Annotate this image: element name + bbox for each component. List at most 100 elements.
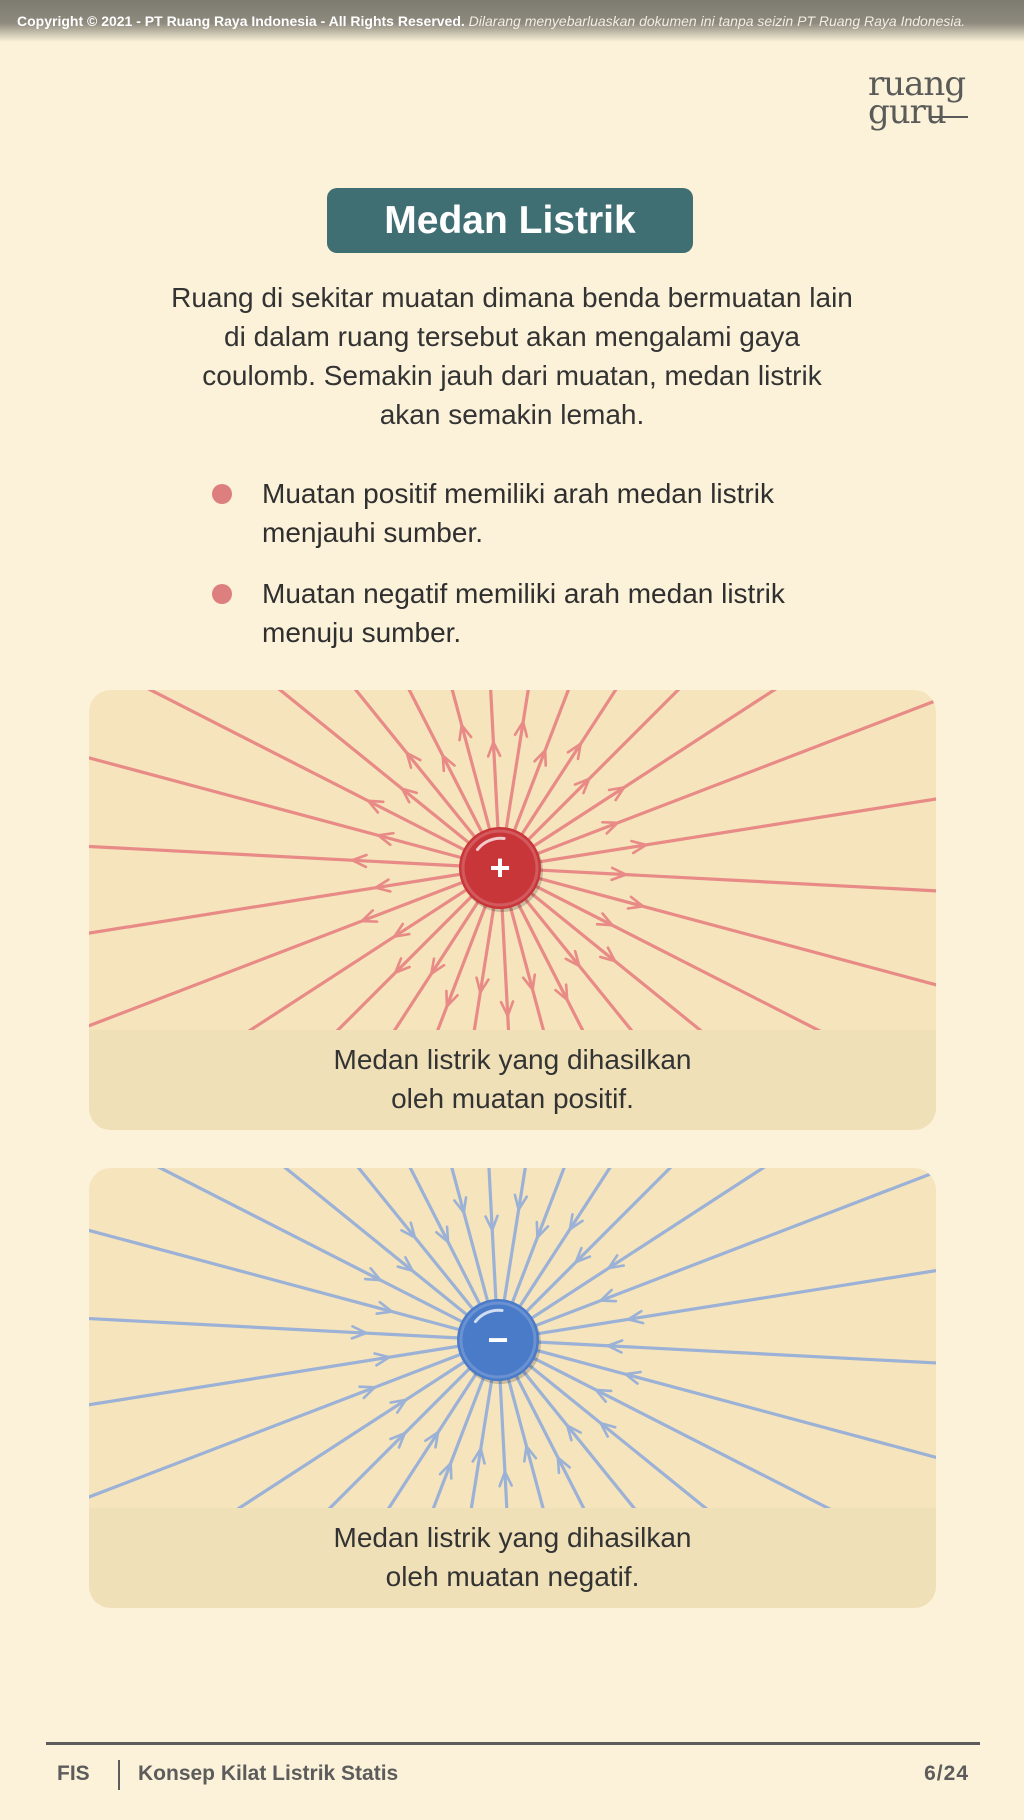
field-arrow-icon: [564, 949, 581, 968]
field-line: [89, 756, 501, 870]
field-line: [89, 1316, 499, 1342]
field-arrow-icon: [366, 799, 385, 814]
field-line: [397, 867, 502, 1130]
field-line: [497, 1170, 936, 1342]
field-line: [156, 1168, 499, 1342]
field-line: [496, 1168, 527, 1341]
field-line: [496, 1168, 673, 1342]
field-line: [497, 1338, 936, 1460]
bullet-text-negative: Muatan negatif memiliki arah medan listr…: [262, 578, 785, 648]
field-arrow-icon: [400, 787, 419, 804]
ruangguru-logo: ruang guru: [868, 67, 978, 129]
field-line: [89, 1338, 499, 1407]
field-line: [498, 867, 572, 1130]
field-line: [496, 1168, 566, 1341]
field-arrow-icon: [627, 1309, 645, 1325]
copyright-bar: Copyright © 2021 - PT Ruang Raya Indones…: [0, 0, 1024, 42]
field-line: [498, 866, 827, 1130]
copyright-warning: Dilarang menyebarluaskan dokumen ini tan…: [468, 13, 966, 29]
field-line: [497, 1168, 766, 1342]
field-line: [283, 1168, 500, 1342]
field-arrow-icon: [499, 1000, 515, 1018]
field-line: [450, 1168, 500, 1341]
positive-field-figure: + Medan listrik yang dihasilkan oleh mua…: [89, 690, 936, 1130]
field-line: [499, 698, 936, 870]
field-arrow-icon: [424, 1430, 440, 1449]
field-arrow-icon: [498, 1470, 513, 1488]
field-arrow-icon: [599, 1421, 617, 1438]
field-arrow-icon: [601, 820, 619, 835]
field-line: [499, 866, 936, 987]
field-arrow-icon: [607, 1254, 626, 1270]
field-arrow-icon: [484, 1214, 499, 1232]
field-line: [89, 844, 501, 870]
field-arrow-icon: [471, 1447, 486, 1465]
field-line: [453, 1339, 500, 1608]
field-line: [489, 690, 502, 869]
field-line: [496, 1339, 572, 1608]
field-line: [496, 1338, 832, 1608]
positive-charge-icon: +: [459, 827, 543, 912]
field-arrow-icon: [554, 983, 569, 1002]
field-line: [322, 1339, 500, 1608]
logo-line-1: ruang: [868, 64, 966, 104]
field-arrow-icon: [394, 957, 411, 974]
intro-paragraph: Ruang di sekitar muatan dimana benda ber…: [171, 282, 853, 430]
footer-subject: FIS: [57, 1762, 90, 1785]
field-arrow-icon: [610, 866, 628, 882]
positive-figure-caption: Medan listrik yang dihasilkan oleh muata…: [89, 1030, 936, 1130]
field-line: [498, 866, 715, 1130]
field-line: [499, 866, 936, 893]
field-line: [498, 867, 516, 1130]
field-arrow-icon: [396, 1256, 414, 1273]
field-line: [89, 866, 501, 1028]
field-arrow-icon: [486, 740, 502, 758]
footer-divider: [46, 1742, 980, 1745]
field-arrow-icon: [458, 723, 473, 742]
field-arrow-icon: [389, 1432, 406, 1449]
field-line: [450, 690, 502, 869]
field-arrow-icon: [535, 1220, 550, 1239]
field-arrow-icon: [556, 1456, 571, 1475]
field-line: [147, 690, 501, 870]
bullet-dot-icon: [212, 584, 232, 604]
negative-field-figure: − Medan listrik yang dihasilkan oleh mua…: [89, 1168, 936, 1608]
bullet-item: Muatan negatif memiliki arah medan listr…: [210, 574, 830, 652]
field-arrow-icon: [363, 1267, 382, 1282]
field-arrow-icon: [624, 1370, 642, 1385]
field-arrow-icon: [606, 1339, 624, 1354]
field-arrow-icon: [568, 1212, 584, 1231]
footer: FIS Konsep Kilat Listrik Statis 6/24: [46, 1760, 980, 1790]
field-arrow-icon: [373, 1352, 391, 1367]
field-line: [497, 1338, 936, 1365]
field-line: [499, 690, 778, 870]
field-arrow-icon: [574, 1246, 592, 1264]
field-arrow-icon: [441, 754, 456, 773]
field-arrow-icon: [374, 878, 392, 893]
field-arrow-icon: [400, 1221, 417, 1239]
field-arrow-icon: [599, 946, 617, 963]
field-line: [408, 1168, 500, 1341]
negative-field-diagram: −: [89, 1168, 936, 1608]
field-arrow-icon: [358, 1385, 377, 1400]
field-arrow-icon: [453, 1196, 468, 1214]
page-title: Medan Listrik: [327, 188, 693, 253]
field-line: [487, 1168, 500, 1341]
positive-caption-line-1: Medan listrik yang dihasilkan: [333, 1044, 692, 1075]
field-arrow-icon: [376, 831, 395, 847]
field-arrow-icon: [565, 1424, 582, 1442]
negative-charge-icon: −: [457, 1299, 541, 1384]
field-arrow-icon: [430, 957, 446, 975]
field-line: [498, 690, 618, 869]
field-line: [498, 690, 681, 870]
field-arrow-icon: [594, 1388, 613, 1403]
field-arrow-icon: [573, 777, 591, 795]
field-line: [498, 690, 530, 869]
field-line: [407, 690, 502, 869]
page-number: 6/24: [924, 1762, 969, 1785]
field-arrow-icon: [521, 973, 537, 992]
field-arrow-icon: [350, 1325, 368, 1340]
field-line: [277, 690, 502, 870]
footer-separator: [118, 1760, 120, 1790]
copyright-notice: Copyright © 2021 - PT Ruang Raya Indones…: [17, 13, 465, 29]
